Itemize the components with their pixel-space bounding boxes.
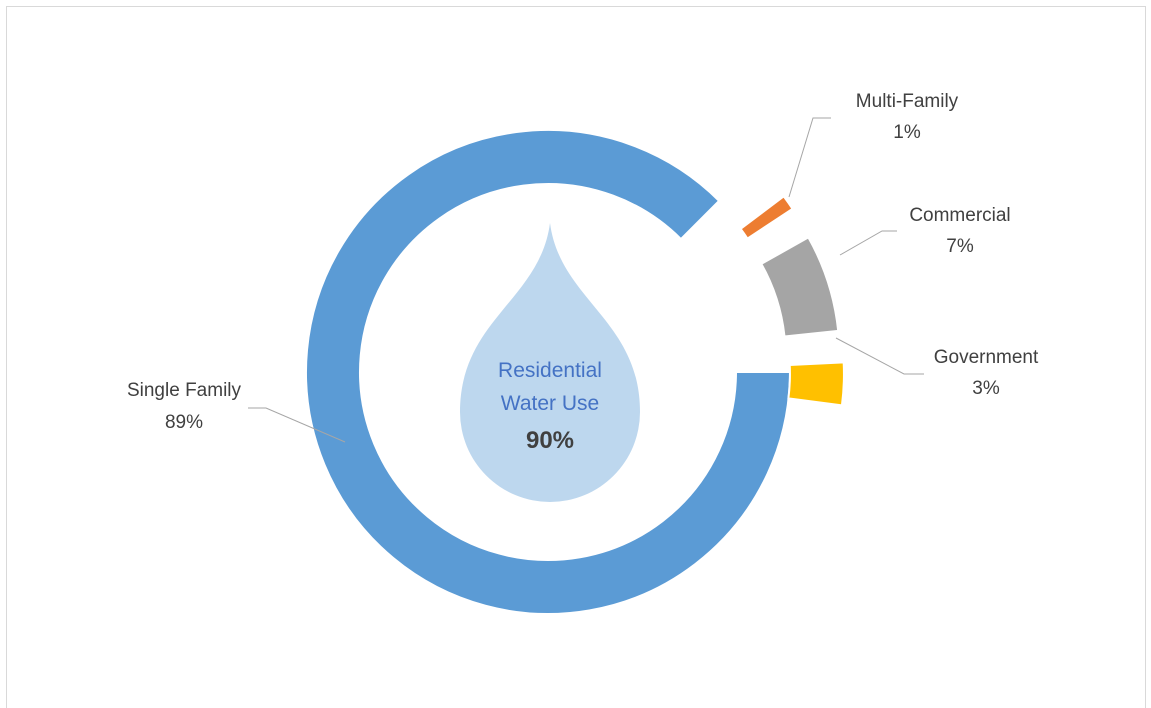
- slice-label: Commercial: [909, 205, 1010, 226]
- center-label-line1: Residential: [498, 359, 602, 382]
- donut-rings: [305, 129, 845, 615]
- data-labels: Single Family 89% Multi-Family 1% Commercial…: [127, 91, 1039, 433]
- water-drop-icon: [460, 223, 640, 502]
- slice-value-label: 1%: [893, 122, 921, 143]
- center-label-line2: Water Use: [501, 392, 599, 415]
- center-value: 90%: [526, 427, 574, 454]
- slice-commercial: [759, 236, 840, 338]
- slice-value-label: 3%: [972, 378, 1000, 399]
- leader-line: [835, 337, 924, 375]
- slice-government: [787, 361, 845, 407]
- leader-line: [248, 407, 346, 443]
- slice-label: Government: [934, 347, 1039, 368]
- slice-label: Single Family: [127, 380, 242, 401]
- slice-label: Multi-Family: [856, 91, 959, 112]
- slice-multi-family: [739, 194, 794, 240]
- slice-value-label: 89%: [165, 412, 203, 433]
- slice-value-label: 7%: [946, 236, 974, 257]
- leader-line: [788, 117, 831, 198]
- slice-single-family: [305, 129, 792, 615]
- leader-line: [839, 230, 897, 256]
- leader-lines: [248, 117, 924, 443]
